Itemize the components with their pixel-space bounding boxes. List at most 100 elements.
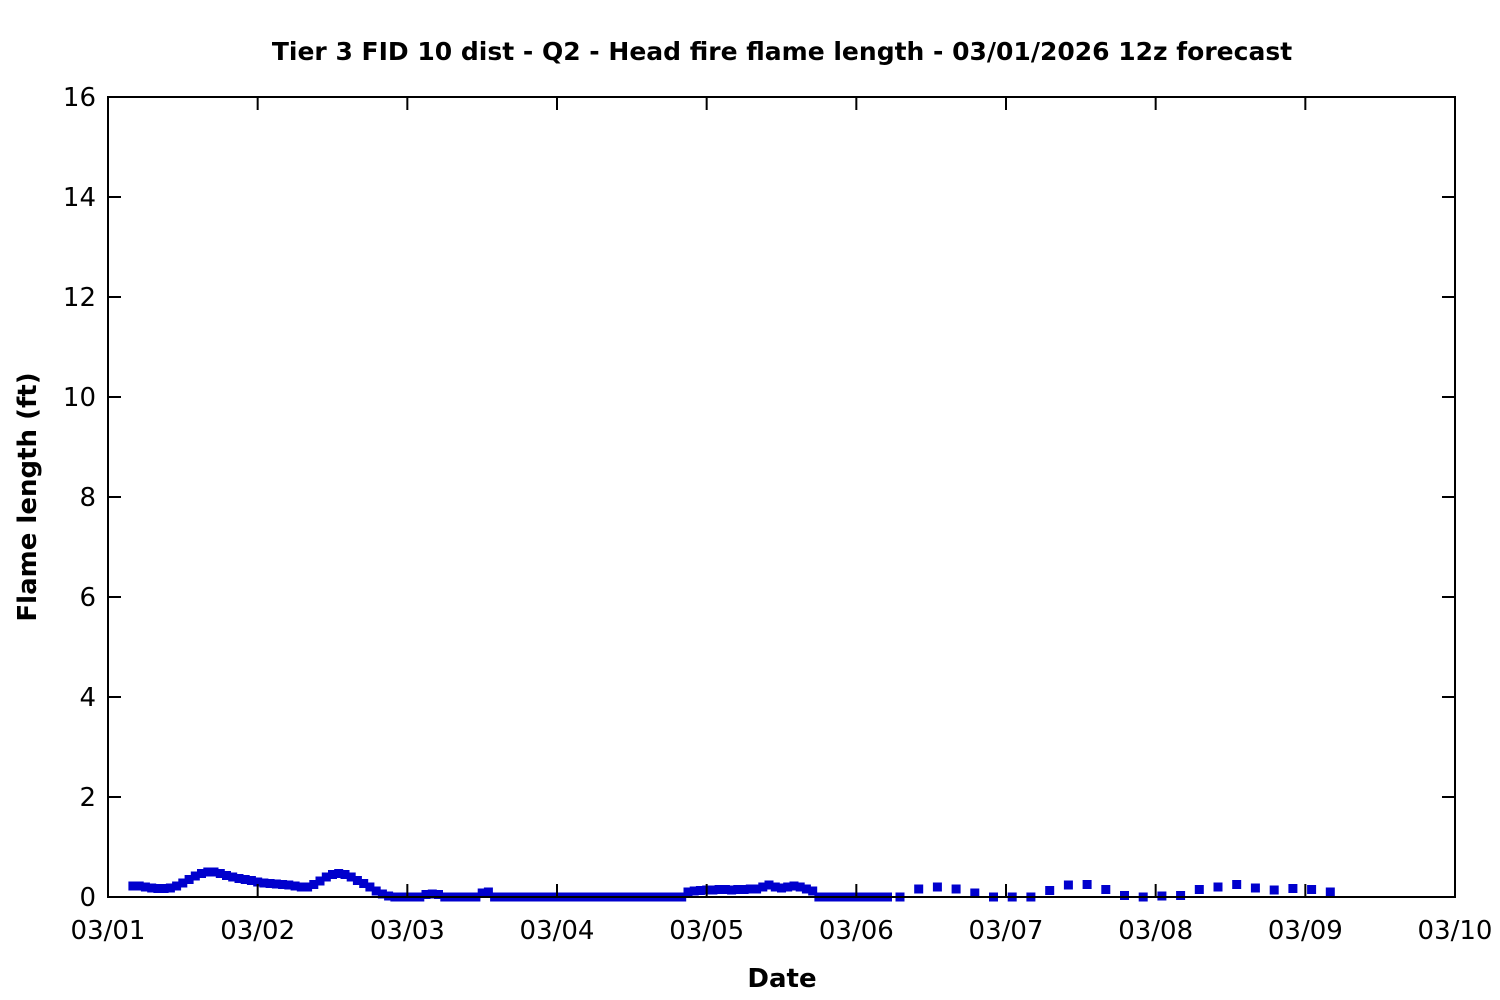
data-point-marker bbox=[1250, 883, 1260, 893]
data-point-marker bbox=[789, 881, 799, 891]
y-tick-label: 2 bbox=[79, 783, 96, 813]
data-point-marker bbox=[727, 885, 737, 895]
x-tick-label: 03/01 bbox=[71, 916, 146, 946]
data-point-marker bbox=[808, 886, 818, 896]
data-point-marker bbox=[321, 872, 331, 882]
data-point-marker bbox=[165, 883, 175, 893]
data-point-marker bbox=[1232, 880, 1242, 889]
tick-labels: 03/01 03/02 03/03 03/04 03/05 03/06 03/07 03/08… bbox=[63, 83, 1493, 946]
x-tick-label: 03/09 bbox=[1268, 916, 1343, 946]
data-point-marker bbox=[795, 882, 805, 892]
data-point-marker bbox=[427, 889, 437, 899]
data-point-marker bbox=[352, 876, 362, 885]
data-point-marker bbox=[303, 882, 313, 892]
data-point-marker bbox=[159, 884, 169, 893]
data-point-marker bbox=[246, 876, 256, 885]
data-point-marker bbox=[758, 882, 768, 892]
data-point-marker bbox=[914, 884, 924, 894]
y-tick-label: 16 bbox=[63, 83, 96, 113]
data-point-marker bbox=[1213, 882, 1223, 892]
data-point-marker bbox=[720, 885, 730, 894]
data-point-marker bbox=[328, 870, 337, 879]
x-tick-label: 03/10 bbox=[1418, 916, 1493, 946]
data-point-marker bbox=[172, 881, 182, 891]
data-point-marker bbox=[801, 884, 811, 894]
data-point-marker bbox=[689, 886, 699, 896]
data-point-marker bbox=[184, 875, 194, 884]
data-point-marker bbox=[315, 876, 325, 886]
data-point-marker bbox=[359, 879, 369, 888]
data-point-marker bbox=[228, 872, 238, 882]
data-point-marker bbox=[253, 877, 263, 887]
data-point-marker bbox=[477, 888, 487, 898]
data-point-marker bbox=[128, 881, 138, 891]
data-point-marker bbox=[1045, 886, 1055, 895]
data-point-marker bbox=[970, 888, 980, 898]
data-point-marker bbox=[683, 887, 693, 897]
data-point-marker bbox=[290, 881, 300, 891]
data-point-marker bbox=[783, 882, 793, 892]
data-point-marker bbox=[1194, 885, 1204, 894]
data-point-marker bbox=[134, 881, 144, 891]
y-tick-label: 14 bbox=[63, 183, 96, 213]
data-point-marker bbox=[752, 884, 762, 894]
data-point-marker bbox=[147, 883, 157, 893]
data-point-marker bbox=[764, 880, 774, 890]
data-point-marker bbox=[695, 886, 705, 895]
data-point-marker bbox=[434, 890, 443, 899]
data-point-marker bbox=[240, 875, 250, 884]
data-point-marker bbox=[209, 867, 219, 877]
data-point-marker bbox=[265, 879, 275, 888]
data-point-marker bbox=[1101, 885, 1111, 894]
data-point-marker bbox=[259, 878, 269, 888]
y-tick-label: 6 bbox=[79, 583, 96, 613]
data-point-marker bbox=[222, 871, 231, 880]
data-point-marker bbox=[483, 887, 493, 897]
data-point-marker bbox=[421, 890, 431, 899]
y-tick-label: 0 bbox=[79, 883, 96, 913]
data-point-marker bbox=[1325, 887, 1335, 897]
data-point-marker bbox=[203, 867, 213, 877]
y-tick-label: 4 bbox=[79, 683, 96, 713]
chart-title: Tier 3 FID 10 dist - Q2 - Head fire flam… bbox=[272, 37, 1292, 66]
x-tick-label: 03/03 bbox=[370, 916, 445, 946]
data-point-marker bbox=[271, 879, 281, 889]
data-point-marker bbox=[932, 882, 942, 892]
data-point-marker bbox=[1120, 891, 1129, 900]
data-point-marker bbox=[178, 878, 188, 888]
data-point-marker bbox=[365, 882, 375, 892]
data-point-marker bbox=[309, 880, 319, 889]
x-tick-label: 03/06 bbox=[819, 916, 894, 946]
y-axis-label: Flame length (ft) bbox=[13, 372, 43, 621]
data-point-marker bbox=[371, 886, 381, 896]
data-point-marker bbox=[739, 885, 749, 894]
y-tick-label: 8 bbox=[79, 483, 96, 513]
y-tick-label: 12 bbox=[63, 283, 96, 313]
x-axis-label: Date bbox=[747, 964, 816, 994]
data-point-marker bbox=[334, 869, 344, 878]
x-tick-label: 03/02 bbox=[220, 916, 295, 946]
plot-border bbox=[107, 96, 1456, 898]
data-point-marker bbox=[777, 883, 786, 893]
data-point-marker bbox=[284, 880, 294, 890]
data-point-marker bbox=[1063, 880, 1073, 890]
data-point-marker bbox=[1307, 885, 1317, 894]
x-tick-label: 03/04 bbox=[520, 916, 595, 946]
data-point-marker bbox=[278, 880, 288, 889]
data-point-marker bbox=[733, 885, 743, 894]
data-point-marker bbox=[770, 882, 780, 892]
data-point-marker bbox=[1269, 885, 1279, 895]
data-point-marker bbox=[215, 869, 225, 878]
data-point-marker bbox=[340, 870, 350, 879]
axis-ticks bbox=[107, 96, 1456, 898]
data-point-marker bbox=[197, 869, 206, 878]
data-point-marker bbox=[234, 874, 244, 883]
data-point-marker bbox=[140, 882, 150, 892]
data-point-marker bbox=[951, 884, 961, 894]
y-tick-label: 10 bbox=[63, 383, 96, 413]
x-tick-label: 03/08 bbox=[1118, 916, 1193, 946]
data-point-marker bbox=[346, 872, 356, 882]
data-point-marker bbox=[1176, 891, 1186, 900]
